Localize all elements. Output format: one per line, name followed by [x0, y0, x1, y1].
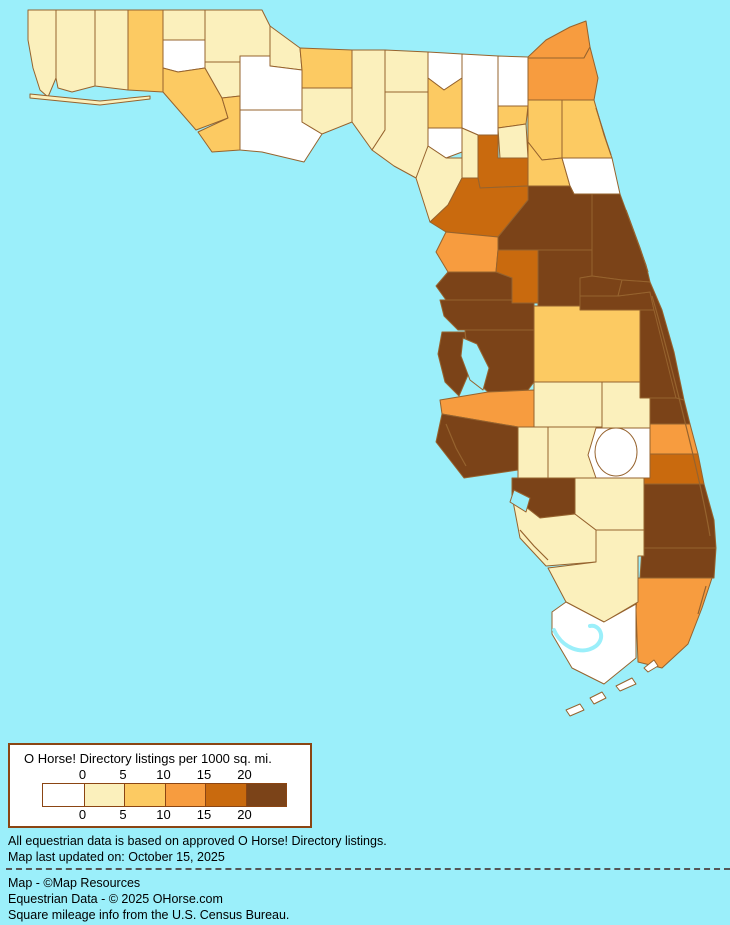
- county-baker: [497, 55, 529, 107]
- county-desoto: [517, 426, 549, 479]
- legend-swatch-1: [83, 784, 124, 806]
- county-palm-beach: [641, 483, 717, 549]
- county-madison: [384, 49, 429, 93]
- legend-tick-label: 15: [196, 767, 212, 782]
- county-lafayette: [427, 127, 463, 159]
- legend-title: O Horse! Directory listings per 1000 sq.…: [24, 751, 272, 766]
- legend-swatch-2: [124, 784, 165, 806]
- credit-census: Square mileage info from the U.S. Census…: [8, 908, 290, 922]
- county-miami-dade: [635, 577, 713, 669]
- legend-swatch-0: [43, 784, 84, 806]
- legend-swatch-3: [164, 784, 205, 806]
- county-pasco: [439, 299, 535, 331]
- dashed-divider: [6, 868, 730, 870]
- county-st-johns: [561, 99, 613, 159]
- volusia-coast-strip: [625, 209, 649, 273]
- county-volusia: [591, 193, 651, 283]
- county-walton: [127, 9, 164, 93]
- legend-tick-label: 20: [237, 767, 252, 782]
- tampa-bay: [460, 337, 490, 391]
- county-washington: [162, 39, 206, 73]
- county-gadsden: [269, 25, 303, 71]
- county-seminole: [579, 275, 623, 297]
- county-hardee: [533, 381, 603, 428]
- county-escambia: [27, 9, 57, 98]
- charlotte-harbor: [509, 489, 531, 513]
- legend-tick-label: 5: [119, 767, 127, 782]
- credit-map-resources: Map - ©Map Resources: [8, 876, 141, 890]
- keys-island-4: [643, 659, 659, 673]
- miami-beach-strip: [697, 585, 707, 615]
- county-sarasota: [435, 413, 519, 479]
- legend-ticks-top: 0 5 10 15 20: [10, 767, 310, 782]
- legend-tick-label: 10: [156, 807, 171, 822]
- county-citrus: [435, 231, 499, 273]
- legend-color-bar: [42, 783, 287, 807]
- county-hendry: [574, 477, 645, 531]
- county-okaloosa: [94, 9, 129, 91]
- keys-island-3: [615, 677, 637, 692]
- everglades-whitewater-bay: [552, 623, 604, 653]
- note-data-source: All equestrian data is based on approved…: [8, 834, 387, 848]
- county-nassau: [527, 20, 591, 59]
- legend-swatch-5: [245, 784, 286, 806]
- sarasota-keys: [445, 423, 467, 467]
- legend-tick-label: 5: [119, 807, 127, 822]
- county-bradford: [497, 123, 529, 159]
- lee-barrier-islands: [519, 529, 549, 561]
- lake-okeechobee: [594, 427, 638, 477]
- indian-river-lagoon: [651, 295, 711, 537]
- county-pinellas: [437, 331, 469, 397]
- legend-tick-label: 0: [78, 807, 87, 822]
- county-holmes: [162, 9, 206, 41]
- county-st-lucie: [649, 423, 699, 455]
- county-santa-rosa: [55, 9, 96, 93]
- county-columbia: [461, 53, 499, 136]
- county-polk: [533, 305, 641, 383]
- county-hernando: [435, 271, 513, 301]
- legend-tick-label: 10: [156, 767, 171, 782]
- keys-island-2: [589, 691, 607, 705]
- county-indian-river: [649, 397, 691, 425]
- legend-swatch-4: [205, 784, 246, 806]
- county-gilchrist: [461, 127, 479, 179]
- county-martin: [643, 453, 705, 485]
- legend-tick-label: 15: [196, 807, 212, 822]
- county-jackson: [204, 9, 271, 63]
- county-monroe: [551, 601, 637, 685]
- county-jefferson: [351, 49, 386, 151]
- county-leon: [299, 47, 353, 89]
- legend-box: O Horse! Directory listings per 1000 sq.…: [8, 743, 312, 828]
- credit-ohorse: Equestrian Data - © 2025 OHorse.com: [8, 892, 223, 906]
- st-johns-coast-strip: [595, 107, 612, 156]
- legend-tick-label: 0: [78, 767, 87, 782]
- keys-island-1: [565, 703, 585, 717]
- county-broward: [639, 547, 717, 579]
- legend-tick-label: 20: [237, 807, 252, 822]
- note-last-updated: Map last updated on: October 15, 2025: [8, 850, 225, 864]
- legend-ticks-bottom: 0 5 10 15 20: [10, 807, 310, 822]
- santa-rosa-island: [29, 93, 151, 106]
